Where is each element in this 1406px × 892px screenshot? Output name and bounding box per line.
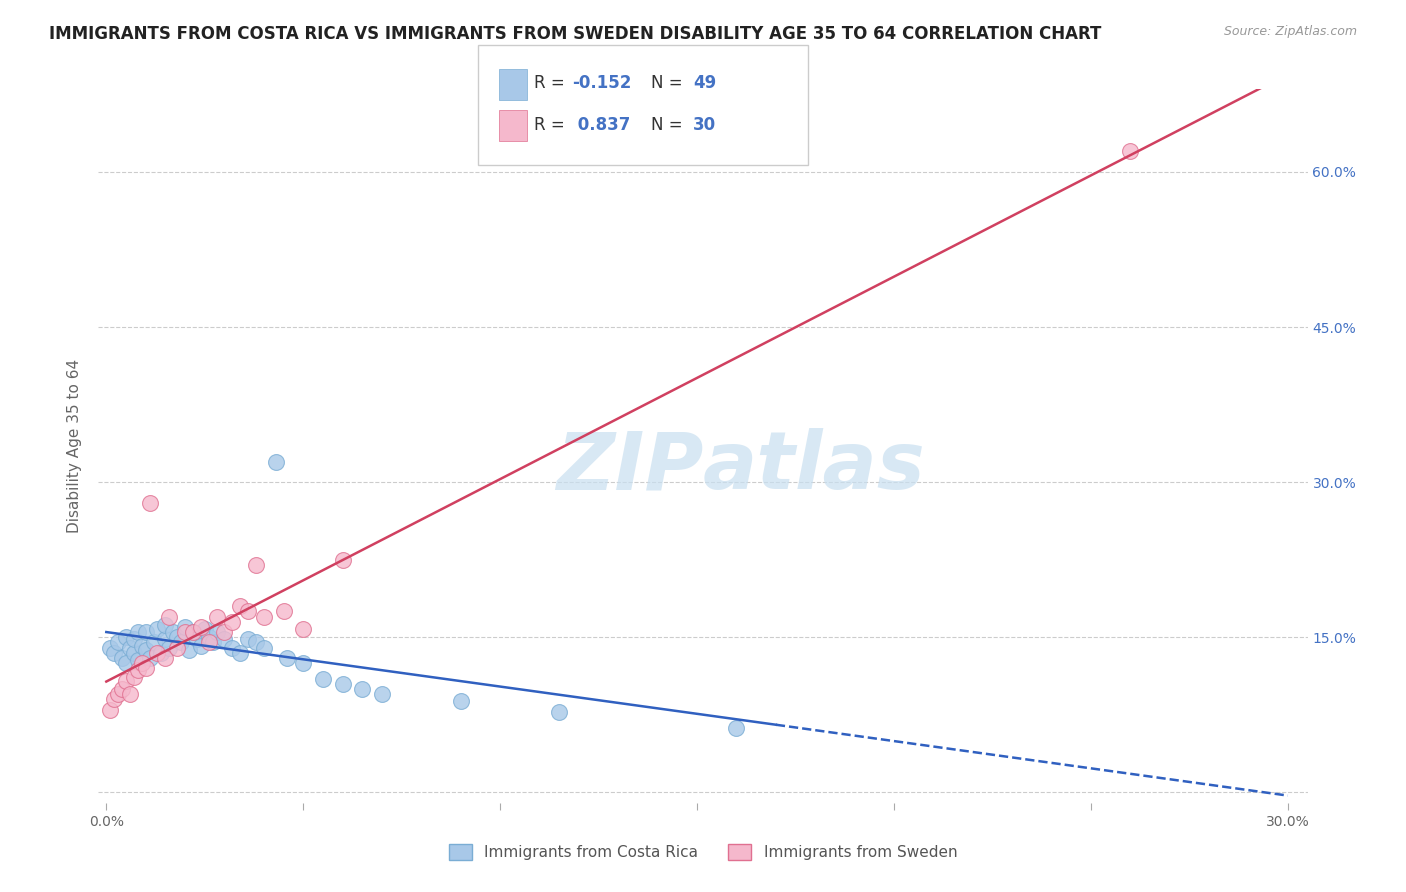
Point bbox=[131, 639, 153, 653]
Point bbox=[214, 632, 236, 647]
Legend: Immigrants from Costa Rica, Immigrants from Sweden: Immigrants from Costa Rica, Immigrants f… bbox=[443, 838, 963, 866]
Text: -0.152: -0.152 bbox=[572, 74, 631, 92]
Point bbox=[253, 640, 276, 655]
Point bbox=[332, 553, 354, 567]
Point bbox=[157, 640, 180, 655]
Text: 30: 30 bbox=[693, 116, 716, 134]
Point bbox=[122, 632, 145, 647]
Text: N =: N = bbox=[651, 74, 688, 92]
Text: Source: ZipAtlas.com: Source: ZipAtlas.com bbox=[1223, 25, 1357, 38]
Point bbox=[205, 609, 228, 624]
Point bbox=[138, 651, 160, 665]
Point bbox=[352, 681, 374, 696]
Point bbox=[115, 656, 138, 670]
Point bbox=[205, 625, 228, 640]
Point bbox=[170, 635, 193, 649]
Point bbox=[127, 653, 149, 667]
Text: N =: N = bbox=[651, 116, 688, 134]
Point bbox=[725, 722, 748, 736]
Point bbox=[229, 599, 252, 614]
Point bbox=[245, 635, 267, 649]
Text: 49: 49 bbox=[693, 74, 717, 92]
Text: R =: R = bbox=[534, 74, 571, 92]
Point bbox=[107, 687, 129, 701]
Point bbox=[157, 609, 180, 624]
Point bbox=[146, 622, 169, 636]
Point bbox=[264, 454, 287, 468]
Point bbox=[103, 646, 125, 660]
Point bbox=[127, 664, 149, 678]
Point bbox=[98, 703, 121, 717]
Y-axis label: Disability Age 35 to 64: Disability Age 35 to 64 bbox=[67, 359, 83, 533]
Point bbox=[146, 646, 169, 660]
Point bbox=[245, 558, 267, 572]
Point bbox=[166, 640, 188, 655]
Point bbox=[155, 618, 177, 632]
Point bbox=[150, 646, 173, 660]
Text: ZIP: ZIP bbox=[555, 428, 703, 507]
Point bbox=[103, 692, 125, 706]
Point bbox=[118, 640, 141, 655]
Point bbox=[135, 625, 157, 640]
Point bbox=[181, 625, 204, 640]
Point bbox=[229, 646, 252, 660]
Point bbox=[332, 677, 354, 691]
Point bbox=[122, 670, 145, 684]
Point bbox=[312, 672, 335, 686]
Point bbox=[98, 640, 121, 655]
Point bbox=[197, 635, 219, 649]
Point bbox=[214, 625, 236, 640]
Point bbox=[127, 625, 149, 640]
Point bbox=[142, 635, 165, 649]
Point bbox=[155, 632, 177, 647]
Text: 0.837: 0.837 bbox=[572, 116, 631, 134]
Point bbox=[194, 622, 217, 636]
Point bbox=[197, 630, 219, 644]
Point bbox=[276, 651, 298, 665]
Point bbox=[292, 656, 315, 670]
Point bbox=[253, 609, 276, 624]
Point bbox=[181, 625, 204, 640]
Point bbox=[118, 687, 141, 701]
Point bbox=[115, 630, 138, 644]
Point bbox=[115, 673, 138, 688]
Point bbox=[273, 605, 295, 619]
Point bbox=[1119, 145, 1142, 159]
Point bbox=[371, 687, 394, 701]
Point bbox=[236, 605, 259, 619]
Point bbox=[548, 705, 571, 719]
Point bbox=[131, 656, 153, 670]
Point bbox=[122, 646, 145, 660]
Point bbox=[111, 651, 134, 665]
Text: R =: R = bbox=[534, 116, 571, 134]
Point bbox=[162, 625, 184, 640]
Point bbox=[221, 615, 243, 629]
Point bbox=[450, 694, 472, 708]
Point bbox=[292, 622, 315, 636]
Point bbox=[174, 620, 197, 634]
Point bbox=[111, 681, 134, 696]
Point bbox=[138, 496, 160, 510]
Point bbox=[201, 635, 224, 649]
Point bbox=[155, 651, 177, 665]
Point bbox=[107, 635, 129, 649]
Point bbox=[166, 630, 188, 644]
Text: atlas: atlas bbox=[703, 428, 925, 507]
Point bbox=[236, 632, 259, 647]
Point bbox=[190, 620, 212, 634]
Point bbox=[135, 642, 157, 657]
Point bbox=[135, 661, 157, 675]
Point bbox=[174, 625, 197, 640]
Point bbox=[221, 640, 243, 655]
Text: IMMIGRANTS FROM COSTA RICA VS IMMIGRANTS FROM SWEDEN DISABILITY AGE 35 TO 64 COR: IMMIGRANTS FROM COSTA RICA VS IMMIGRANTS… bbox=[49, 25, 1101, 43]
Point bbox=[186, 632, 208, 647]
Point bbox=[190, 639, 212, 653]
Point bbox=[177, 642, 200, 657]
